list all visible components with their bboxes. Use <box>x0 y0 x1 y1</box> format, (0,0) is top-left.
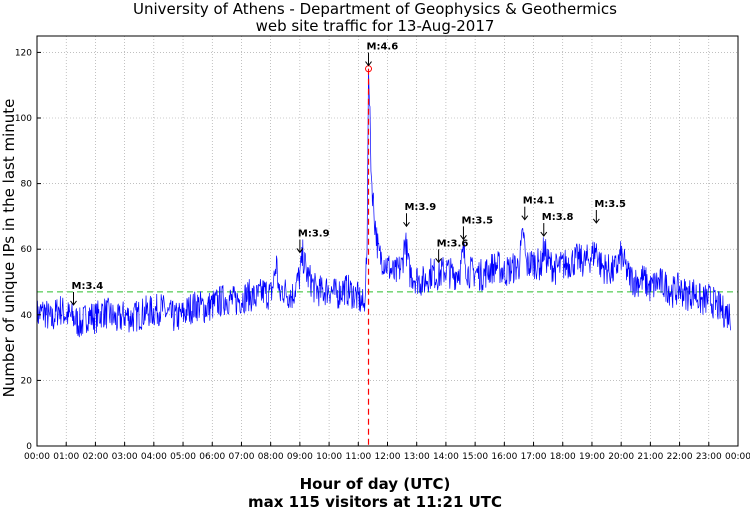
quake-annotation: M:3.4 <box>70 281 104 306</box>
quake-label: M:3.5 <box>594 199 626 210</box>
x-tick-label: 02:00 <box>82 452 108 462</box>
x-tick-label: 21:00 <box>637 452 663 462</box>
x-tick-label: 11:00 <box>345 452 371 462</box>
x-tick-label: 06:00 <box>199 452 225 462</box>
quake-label: M:3.4 <box>72 281 104 292</box>
quake-arrow-head <box>435 258 443 264</box>
quake-label: M:3.8 <box>542 212 574 223</box>
quake-label: M:3.9 <box>404 202 436 213</box>
x-tick-label: 20:00 <box>608 452 634 462</box>
max-visitors-note: max 115 visitors at 11:21 UTC <box>247 493 503 511</box>
x-tick-label: 05:00 <box>170 452 196 462</box>
quake-annotations: M:3.4 M:3.9 M:4.6 M:3.9 M:3.6 M:3.5 M:4.1 M:3.8… <box>70 42 626 306</box>
chart-title: University of Athens - Department of Geo… <box>133 0 617 18</box>
grid-lines <box>37 36 738 446</box>
x-tick-label: 10:00 <box>316 452 342 462</box>
x-tick-label: 14:00 <box>433 452 459 462</box>
x-tick-label: 09:00 <box>287 452 313 462</box>
x-tick-label: 08:00 <box>258 452 284 462</box>
quake-annotation: M:4.6 <box>365 42 399 67</box>
quake-arrow-head <box>296 248 304 254</box>
quake-label: M:3.5 <box>461 215 493 226</box>
x-axis-label: Hour of day (UTC) <box>299 475 451 493</box>
quake-annotation: M:3.9 <box>296 228 330 254</box>
y-tick-label: 100 <box>15 114 32 124</box>
chart-subtitle: web site traffic for 13-Aug-2017 <box>255 17 495 35</box>
x-tick-label: 01:00 <box>53 452 79 462</box>
y-tick-label: 80 <box>21 180 33 190</box>
quake-annotation: M:3.5 <box>592 199 626 224</box>
quake-arrow-head <box>70 300 77 306</box>
quake-label: M:4.6 <box>367 42 399 53</box>
quake-arrow-head <box>460 235 467 241</box>
y-tick-label: 120 <box>15 48 32 58</box>
traffic-chart: M:3.4 M:3.9 M:4.6 M:3.9 M:3.6 M:3.5 M:4.1 M:3.8… <box>15 35 750 462</box>
quake-arrow-head <box>540 231 548 237</box>
x-tick-label: 19:00 <box>579 452 605 462</box>
x-tick-label: 00:00 <box>725 452 750 462</box>
x-tick-label: 18:00 <box>550 452 576 462</box>
x-tick-label: 23:00 <box>696 452 722 462</box>
y-tick-label: 0 <box>26 442 32 452</box>
x-tick-label: 03:00 <box>112 452 138 462</box>
x-axis-ticks: 00:00 01:00 02:00 03:00 04:00 05:00 06:00 07:00… <box>24 442 750 462</box>
quake-arrow-head <box>592 218 600 224</box>
x-tick-label: 15:00 <box>462 452 488 462</box>
x-tick-label: 00:00 <box>24 452 50 462</box>
quake-arrow-head <box>521 215 529 221</box>
quake-arrow-head <box>365 61 372 67</box>
x-tick-label: 16:00 <box>491 452 517 462</box>
traffic-series <box>36 68 732 338</box>
quake-label: M:4.1 <box>523 196 555 207</box>
x-tick-label: 13:00 <box>404 452 430 462</box>
y-tick-label: 40 <box>21 311 33 321</box>
x-tick-label: 07:00 <box>228 452 254 462</box>
x-tick-label: 04:00 <box>141 452 167 462</box>
traffic-line <box>36 68 732 338</box>
x-tick-label: 12:00 <box>375 452 401 462</box>
quake-annotation: M:3.6 <box>435 238 469 264</box>
y-axis-ticks: 0 20 40 60 80 100 120 <box>15 48 41 452</box>
quake-label: M:3.6 <box>437 238 469 249</box>
quake-annotation: M:3.5 <box>460 215 493 241</box>
quake-annotation: M:4.1 <box>521 196 555 221</box>
y-tick-label: 60 <box>21 245 33 255</box>
quake-arrow-head <box>403 221 410 228</box>
x-tick-label: 22:00 <box>667 452 693 462</box>
quake-annotation: M:3.9 <box>403 202 436 228</box>
quake-annotation: M:3.8 <box>540 212 574 237</box>
quake-label: M:3.9 <box>298 228 330 239</box>
x-tick-label: 17:00 <box>521 452 547 462</box>
y-tick-label: 20 <box>21 376 33 386</box>
peak-marker-line <box>365 65 373 446</box>
